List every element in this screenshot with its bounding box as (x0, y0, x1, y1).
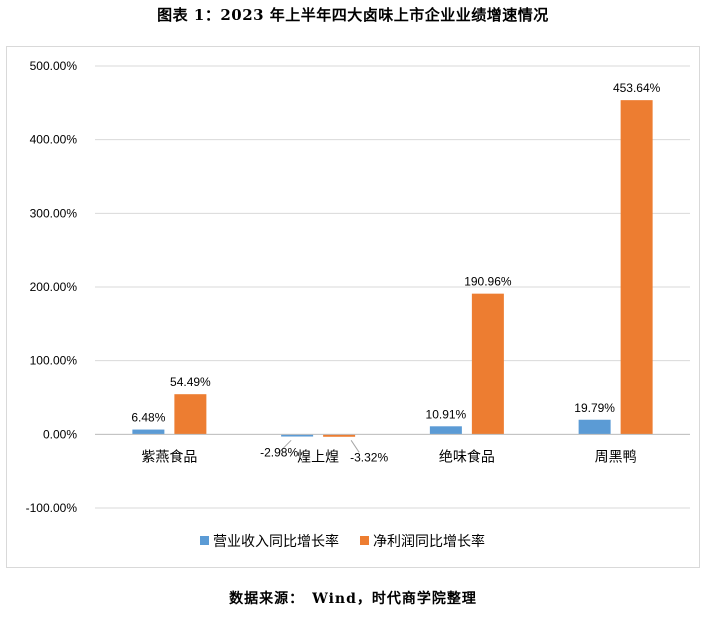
data-label: -3.32% (350, 450, 388, 464)
category-label: 紫燕食品 (141, 448, 197, 465)
data-label: 6.48% (131, 411, 165, 425)
data-source-note: 数据来源： Wind，时代商学院整理 (229, 591, 477, 607)
y-tick-label: 400.00% (30, 133, 78, 147)
y-tick-label: 500.00% (30, 59, 78, 73)
bar-revenue (132, 429, 165, 435)
y-tick-label: 300.00% (30, 206, 78, 220)
bar-revenue (578, 419, 611, 435)
data-label: -2.98% (260, 445, 298, 459)
bar-profit (620, 100, 653, 435)
bar-profit (174, 394, 207, 435)
bar-revenue (429, 426, 462, 435)
bar-chart: 500.00% 400.00% 300.00% 200.00% 100.00% 0.00%… (26, 59, 690, 550)
y-tick-label: 200.00% (30, 280, 78, 294)
y-tick-label: 100.00% (30, 354, 78, 368)
data-label: 54.49% (170, 375, 211, 389)
data-label: 19.79% (574, 401, 615, 415)
bar-profit (323, 434, 356, 437)
y-tick-label: -100.00% (26, 501, 78, 515)
data-label: 10.91% (426, 407, 467, 421)
data-label-leader (278, 439, 292, 453)
data-label: 453.64% (613, 81, 661, 95)
data-label: 190.96% (464, 275, 512, 289)
category-label: 绝味食品 (439, 448, 495, 465)
data-label-leader (350, 440, 360, 453)
legend-label: 净利润同比增长率 (373, 533, 485, 550)
legend-label: 营业收入同比增长率 (213, 533, 339, 550)
legend-swatch (360, 536, 369, 545)
bar-revenue (281, 434, 314, 437)
chart-frame (6, 46, 700, 568)
category-label: 煌上煌 (297, 449, 339, 465)
legend-swatch (200, 536, 209, 545)
bar-profit (471, 293, 504, 435)
y-tick-label: 0.00% (43, 427, 77, 441)
chart-title: 图表 1：2023 年上半年四大卤味上市企业业绩增速情况 (157, 6, 549, 24)
category-label: 周黑鸭 (595, 449, 637, 465)
